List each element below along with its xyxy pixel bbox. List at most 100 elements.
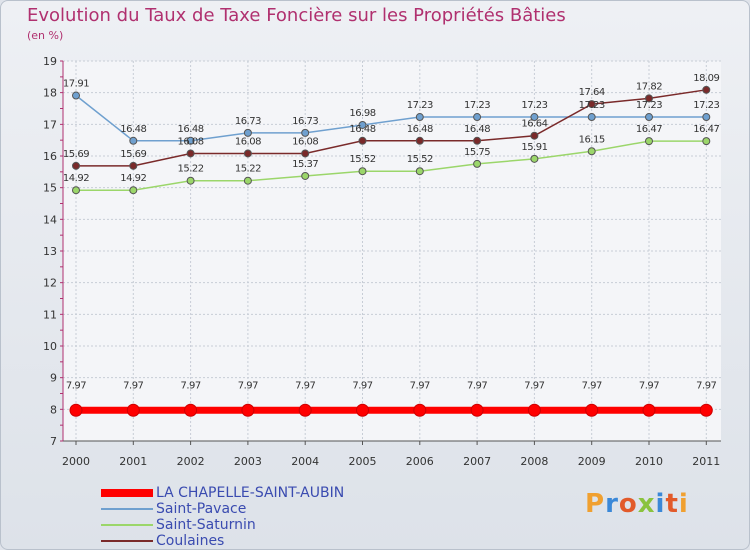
data-point bbox=[298, 403, 312, 417]
data-label: 15.37 bbox=[292, 159, 318, 170]
data-point bbox=[587, 113, 596, 122]
chart-title: Evolution du Taux de Taxe Foncière sur l… bbox=[27, 5, 566, 26]
data-point bbox=[587, 147, 596, 156]
data-point bbox=[72, 91, 80, 100]
y-tick-label: 10 bbox=[43, 340, 57, 353]
unit-label: (en %) bbox=[27, 29, 64, 42]
legend-label: Saint-Pavace bbox=[156, 501, 247, 517]
data-label: 7.97 bbox=[639, 380, 659, 391]
data-label: 16.48 bbox=[349, 124, 375, 135]
data-label: 15.69 bbox=[63, 149, 89, 160]
data-label: 7.97 bbox=[696, 380, 716, 391]
data-label: 16.48 bbox=[464, 124, 490, 135]
y-tick-label: 15 bbox=[43, 182, 57, 195]
data-label: 7.97 bbox=[180, 380, 200, 391]
legend-swatch bbox=[101, 508, 153, 510]
series-line-saint-saturnin bbox=[76, 140, 707, 191]
proxiti-logo: Proxiti bbox=[585, 489, 689, 519]
y-tick-label: 7 bbox=[50, 435, 57, 448]
data-point bbox=[301, 128, 310, 137]
data-point bbox=[126, 403, 140, 417]
x-tick-label: 2000 bbox=[62, 455, 90, 468]
data-label: 16.73 bbox=[235, 116, 261, 127]
data-label: 7.97 bbox=[524, 380, 544, 391]
data-point bbox=[415, 113, 424, 122]
data-label: 17.23 bbox=[636, 100, 662, 111]
data-point bbox=[587, 100, 596, 109]
data-label: 15.52 bbox=[349, 154, 375, 165]
data-point bbox=[356, 403, 369, 417]
data-point bbox=[645, 113, 653, 122]
data-point bbox=[69, 403, 83, 417]
data-point bbox=[527, 403, 541, 417]
x-tick-label: 2006 bbox=[406, 455, 434, 468]
data-label: 16.47 bbox=[636, 124, 662, 135]
data-point bbox=[645, 94, 653, 103]
data-label: 16.08 bbox=[178, 136, 204, 147]
data-point bbox=[585, 403, 599, 417]
data-label: 17.82 bbox=[636, 81, 662, 92]
y-tick-label: 13 bbox=[43, 245, 57, 258]
data-label: 16.08 bbox=[235, 136, 261, 147]
data-point bbox=[72, 186, 80, 195]
data-point bbox=[243, 176, 252, 185]
data-point bbox=[702, 137, 711, 146]
data-point bbox=[301, 149, 310, 158]
data-point bbox=[415, 136, 424, 145]
data-point bbox=[645, 137, 653, 146]
data-label: 16.98 bbox=[349, 108, 375, 119]
data-point bbox=[413, 403, 427, 417]
data-point bbox=[702, 113, 711, 122]
x-tick-label: 2002 bbox=[177, 455, 205, 468]
series-line-saint-pavace bbox=[75, 94, 707, 142]
legend-label: Saint-Saturnin bbox=[156, 517, 256, 533]
data-label: 17.23 bbox=[407, 100, 433, 111]
x-tick-label: 2008 bbox=[520, 455, 548, 468]
data-label: 14.92 bbox=[63, 173, 89, 184]
data-point bbox=[473, 136, 482, 145]
data-label: 15.69 bbox=[120, 149, 146, 160]
data-label: 18.09 bbox=[693, 73, 719, 84]
y-tick-label: 17 bbox=[43, 118, 57, 131]
y-tick-label: 9 bbox=[50, 372, 57, 385]
y-tick-label: 11 bbox=[43, 308, 57, 321]
data-label: 16.47 bbox=[693, 124, 719, 135]
data-label: 15.22 bbox=[178, 164, 204, 175]
data-point bbox=[241, 403, 255, 417]
y-tick-label: 19 bbox=[43, 55, 57, 68]
y-tick-label: 18 bbox=[43, 87, 57, 100]
data-label: 16.73 bbox=[292, 116, 318, 127]
x-tick-label: 2007 bbox=[463, 455, 491, 468]
data-point bbox=[702, 85, 711, 94]
data-label: 7.97 bbox=[123, 380, 143, 391]
x-tick-label: 2009 bbox=[578, 455, 606, 468]
data-point bbox=[415, 167, 424, 176]
data-label: 17.23 bbox=[579, 100, 605, 111]
data-label: 17.23 bbox=[464, 100, 490, 111]
data-label: 17.91 bbox=[63, 79, 89, 90]
data-label: 16.48 bbox=[178, 124, 204, 135]
data-point bbox=[358, 167, 367, 176]
data-label: 16.08 bbox=[292, 136, 318, 147]
data-label: 17.23 bbox=[521, 100, 547, 111]
data-label: 15.91 bbox=[521, 142, 547, 153]
y-tick-label: 12 bbox=[43, 277, 57, 290]
y-tick-label: 8 bbox=[50, 403, 57, 416]
data-point bbox=[186, 176, 195, 185]
data-point bbox=[243, 128, 252, 137]
data-point bbox=[473, 159, 482, 168]
data-point bbox=[243, 149, 252, 158]
x-tick-label: 2011 bbox=[692, 455, 720, 468]
data-label: 15.22 bbox=[235, 164, 261, 175]
data-point bbox=[530, 113, 539, 122]
data-point bbox=[186, 136, 195, 145]
data-label: 17.64 bbox=[579, 87, 605, 98]
data-label: 7.97 bbox=[238, 380, 258, 391]
data-label: 7.97 bbox=[582, 380, 602, 391]
data-label: 7.97 bbox=[295, 380, 315, 391]
data-label: 16.48 bbox=[407, 124, 433, 135]
y-tick-label: 16 bbox=[43, 150, 57, 163]
x-tick-label: 2001 bbox=[119, 455, 147, 468]
